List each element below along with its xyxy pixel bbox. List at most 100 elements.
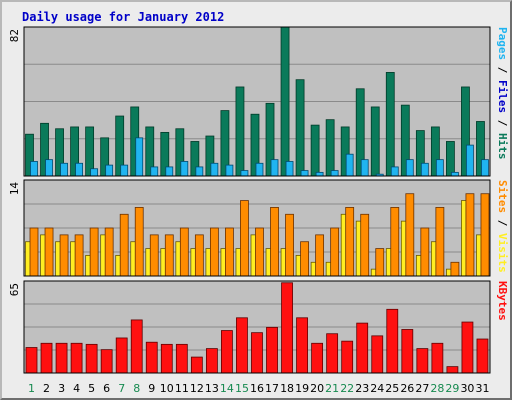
visits-bar: [104, 227, 114, 277]
series-legend-top: Pages / Files / Hits: [496, 27, 509, 160]
x-tick-label: 6: [103, 382, 110, 395]
legend-entry: Files: [496, 80, 509, 113]
visits-bar: [300, 241, 309, 277]
legend-entry: /: [496, 213, 509, 233]
visits-bar: [179, 227, 189, 277]
kbytes-bar: [311, 342, 324, 374]
kbytes-bar: [145, 341, 158, 374]
kbytes-bar: [386, 308, 399, 374]
kbytes-bar: [236, 317, 248, 374]
files-bar: [451, 171, 459, 177]
hits-bar: [446, 141, 455, 177]
files-bar: [30, 161, 38, 177]
x-tick-label: 2: [43, 382, 50, 395]
files-bar: [105, 164, 114, 177]
kbytes-bar: [371, 335, 384, 374]
x-tick-label: 30: [460, 382, 474, 395]
plot-border: [23, 280, 491, 374]
files-bar: [360, 159, 369, 177]
visits-bar: [315, 234, 325, 277]
kbytes-bar: [341, 340, 354, 374]
kbytes-bar: [25, 347, 38, 374]
files-bar: [300, 170, 309, 177]
visits-bar: [330, 227, 340, 277]
hits-bar: [385, 72, 395, 177]
x-tick-label: 29: [445, 382, 459, 395]
visits-bar: [285, 213, 294, 277]
visits-bar: [89, 227, 99, 277]
y-max-label: 82: [8, 29, 21, 42]
visits-bar: [164, 234, 174, 277]
x-tick-label: 27: [415, 382, 429, 395]
x-tick-label: 31: [475, 382, 489, 395]
visits-bar: [480, 193, 490, 277]
x-tick-label: 22: [340, 382, 354, 395]
kbytes-bar: [401, 329, 414, 374]
x-tick-label: 16: [250, 382, 264, 395]
kbytes-bar: [85, 343, 98, 374]
kbytes-bar: [251, 332, 263, 374]
series-legend-bottom: KBytes: [496, 281, 509, 321]
visits-bar: [255, 227, 264, 277]
x-tick-label: 7: [118, 382, 125, 395]
kbytes-bar: [70, 342, 83, 374]
kbytes-bar: [130, 319, 143, 374]
kbytes-bar: [40, 342, 53, 374]
legend-entry: Pages: [496, 27, 509, 60]
visits-bar: [465, 193, 475, 277]
files-bar: [60, 162, 68, 177]
files-bar: [270, 159, 279, 177]
x-tick-label: 24: [370, 382, 384, 395]
panel-bottom: 65 KBytes: [8, 280, 509, 374]
x-tick-label: 15: [235, 382, 249, 395]
x-tick-label: 12: [190, 382, 204, 395]
visits-bar: [59, 234, 69, 277]
visits-bar: [74, 234, 84, 277]
files-bar: [150, 166, 159, 177]
files-bar: [180, 161, 189, 177]
kbytes-bar: [476, 338, 489, 374]
visits-bar: [345, 207, 355, 277]
kbytes-bar: [296, 317, 308, 374]
kbytes-bar: [221, 330, 233, 374]
kbytes-bar: [416, 348, 429, 374]
plot-border: [23, 26, 491, 177]
kbytes-bar: [100, 349, 113, 374]
files-bar: [390, 166, 399, 177]
kbytes-bar: [115, 337, 128, 374]
visits-bar: [134, 207, 144, 277]
series-legend-middle: Sites / Visits: [496, 180, 509, 273]
files-bar: [225, 164, 234, 177]
x-tick-label: 18: [280, 382, 294, 395]
x-tick-label: 19: [295, 382, 309, 395]
hits-bar: [325, 119, 335, 177]
files-bar: [75, 162, 83, 177]
files-bar: [165, 166, 174, 177]
visits-bar: [240, 200, 249, 277]
visits-bar: [29, 227, 39, 277]
kbytes-bar: [356, 322, 369, 374]
hits-bar: [280, 26, 290, 177]
x-tick-label: 20: [310, 382, 324, 395]
kbytes-bar: [160, 343, 173, 374]
visits-bar: [149, 234, 159, 277]
kbytes-bar: [431, 342, 444, 374]
visits-bar: [209, 227, 219, 277]
hits-bar: [295, 79, 305, 177]
visits-bar: [435, 207, 445, 277]
x-tick-label: 21: [325, 382, 339, 395]
files-bar: [315, 171, 324, 177]
hits-bar: [235, 86, 245, 177]
legend-entry: Sites: [496, 180, 509, 213]
visits-bar: [420, 227, 430, 277]
visits-bar: [119, 213, 129, 277]
files-bar: [210, 162, 219, 177]
x-tick-label: 25: [385, 382, 399, 395]
hits-bar: [310, 124, 320, 177]
files-bar: [405, 159, 414, 177]
legend-entry: Hits: [496, 133, 509, 160]
files-bar: [90, 168, 99, 177]
files-bar: [481, 159, 489, 177]
x-tick-label: 14: [220, 382, 234, 395]
legend-entry: /: [496, 113, 509, 133]
